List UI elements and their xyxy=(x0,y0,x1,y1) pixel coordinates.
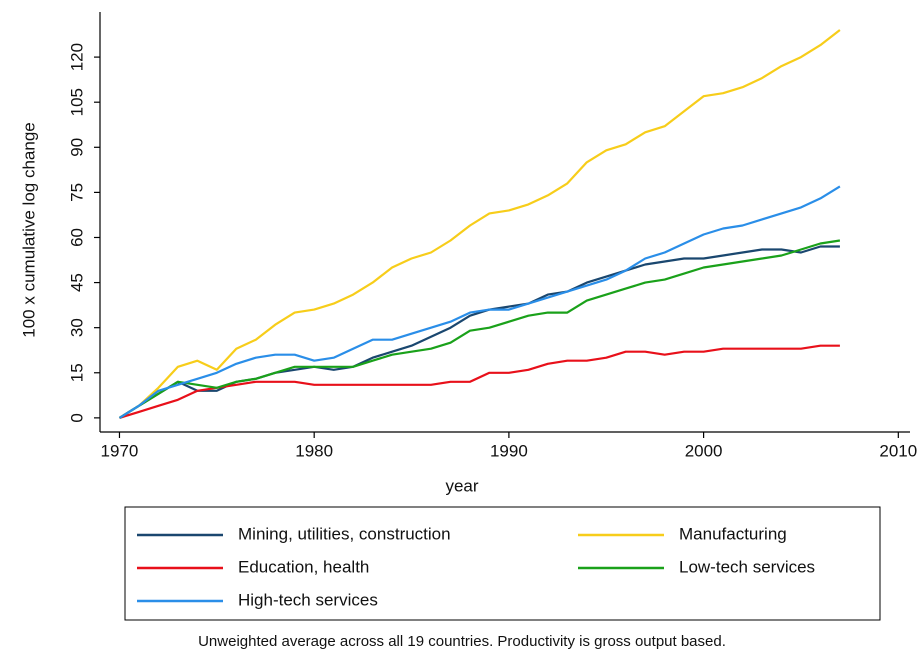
y-tick-label: 45 xyxy=(67,273,86,292)
x-tick-label: 2000 xyxy=(685,441,723,460)
y-tick-label: 60 xyxy=(67,228,86,247)
x-tick-label: 2010 xyxy=(879,441,917,460)
note: Unweighted average across all 19 countri… xyxy=(198,633,726,650)
y-tick-label: 0 xyxy=(67,413,86,422)
legend-label: High-tech services xyxy=(238,590,378,609)
series-line xyxy=(118,185,841,419)
y-tick-label: 75 xyxy=(67,183,86,202)
y-tick-label: 120 xyxy=(67,43,86,71)
legend-label: Manufacturing xyxy=(679,524,787,543)
series-line xyxy=(118,29,841,419)
legend-label: Education, health xyxy=(238,557,369,576)
series-line xyxy=(119,344,840,419)
x-axis-title: year xyxy=(445,476,478,495)
legend-label: Mining, utilities, construction xyxy=(238,524,451,543)
legend-label: Low-tech services xyxy=(679,557,815,576)
y-tick-label: 90 xyxy=(67,138,86,157)
legend-box xyxy=(124,506,881,621)
x-tick-label: 1980 xyxy=(295,441,333,460)
x-tick-label: 1970 xyxy=(101,441,139,460)
series-line xyxy=(118,239,841,419)
y-axis-title: 100 x cumulative log change xyxy=(19,122,38,337)
x-tick-label: 1990 xyxy=(490,441,528,460)
y-tick-label: 15 xyxy=(67,363,86,382)
y-tick-label: 105 xyxy=(67,88,86,116)
y-tick-label: 30 xyxy=(67,318,86,337)
